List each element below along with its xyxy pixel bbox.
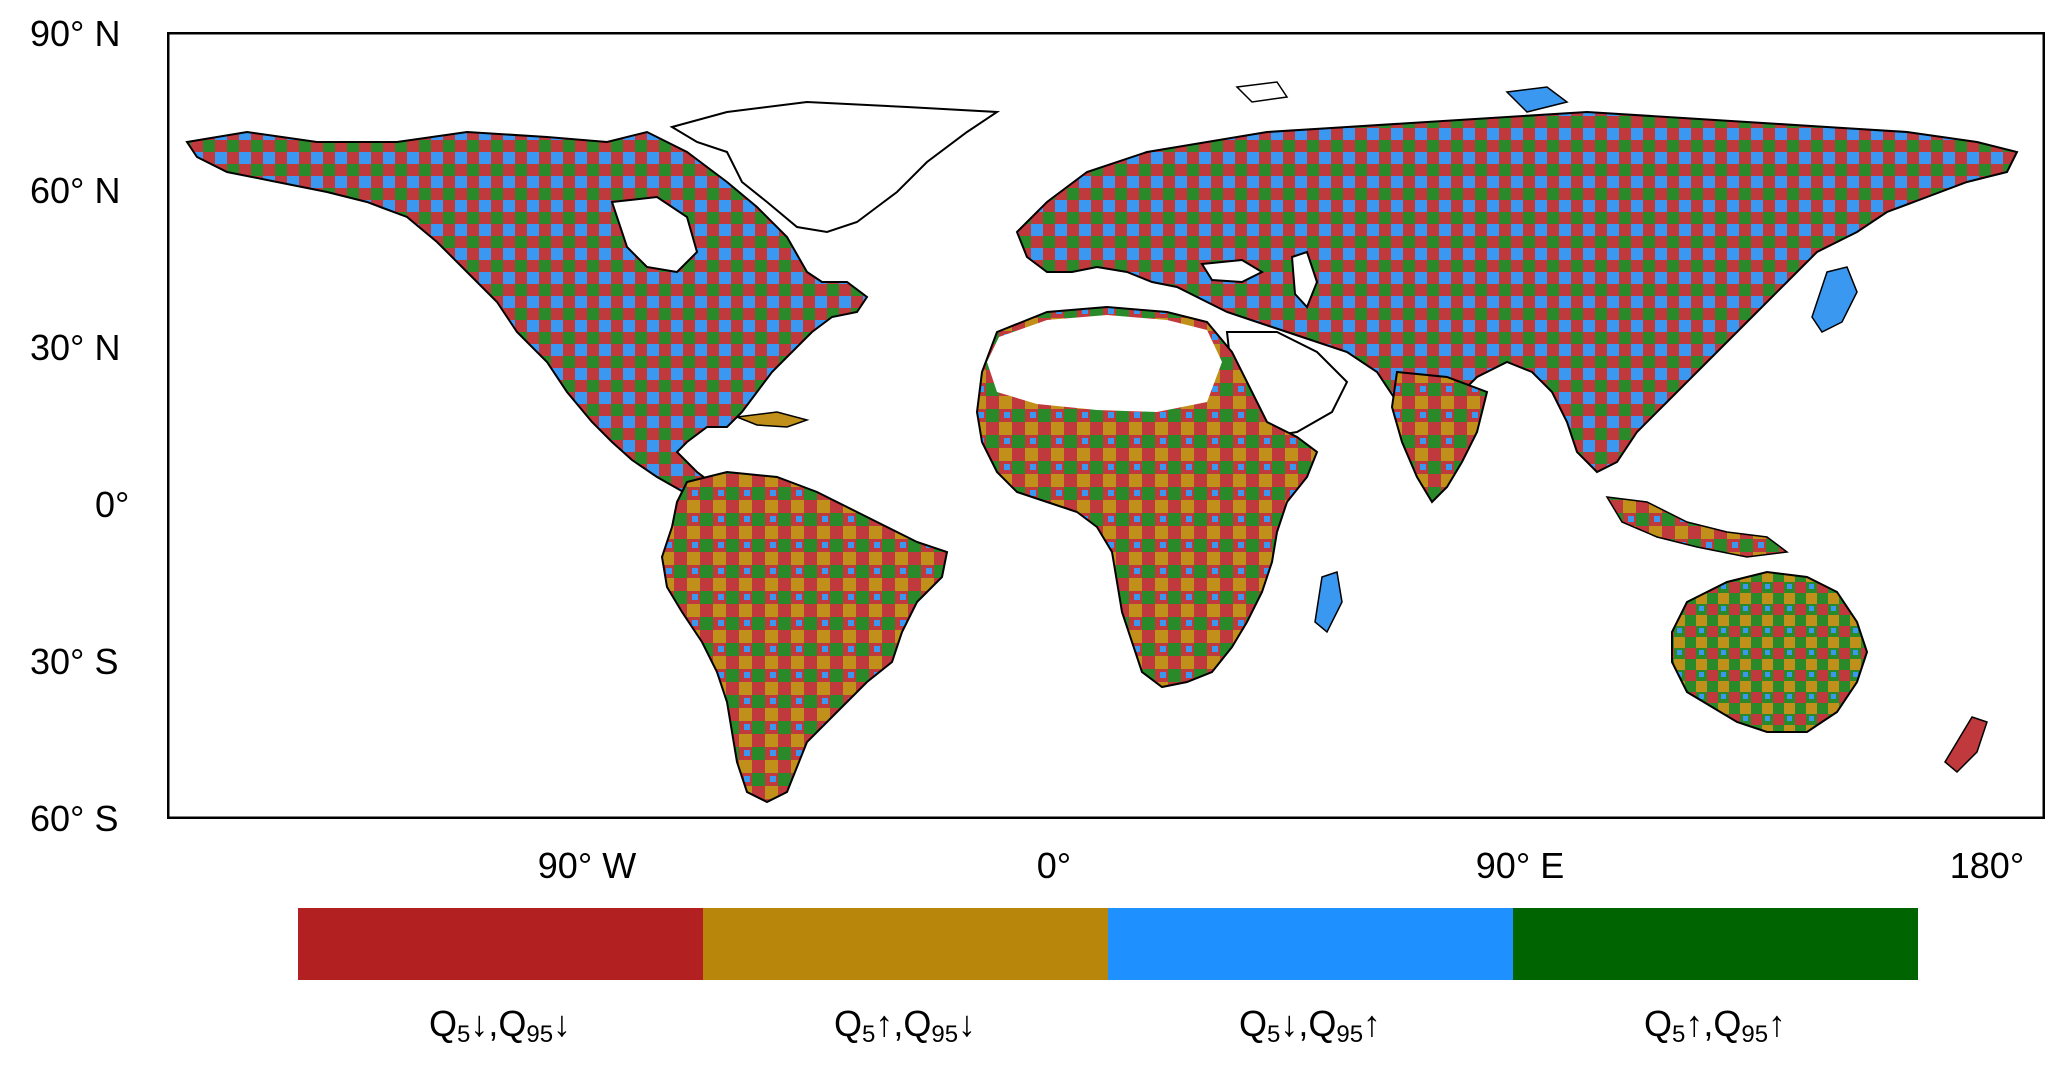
lat-label-30n: 30° N	[30, 327, 121, 368]
lon-label-90e: 90° E	[1475, 845, 1565, 886]
legend-swatch-q5-up-q95-up	[1513, 908, 1918, 980]
world-map	[167, 32, 2045, 819]
japan-islands	[1811, 266, 1858, 333]
indonesia-islands	[1605, 496, 1789, 558]
sahara-desert	[987, 315, 1222, 412]
legend-label-q5-down-q95-down: Q5↓,Q95↓	[428, 1003, 572, 1048]
lat-label-60s: 60° S	[30, 798, 119, 839]
australia-landmass	[1671, 570, 1869, 733]
madagascar	[1314, 571, 1343, 634]
lon-label-180: 180°	[1949, 845, 2025, 886]
black-sea	[1200, 258, 1265, 284]
lat-label-90n: 90° N	[30, 13, 121, 54]
north-america-landmass	[185, 130, 869, 512]
lon-label-0: 0°	[1036, 845, 1072, 886]
legend-label-q5-up-q95-down: Q5↑,Q95↓	[833, 1003, 977, 1048]
hudson-bay	[610, 195, 699, 274]
caspian-sea	[1290, 250, 1319, 309]
lat-label-0: 0°	[95, 484, 130, 525]
eurasia-landmass	[1015, 110, 2019, 474]
new-zealand	[1944, 716, 1988, 774]
caribbean-islands	[736, 411, 810, 428]
legend-swatch-q5-up-q95-down	[703, 908, 1108, 980]
legend-label-q5-up-q95-up: Q5↑,Q95↑	[1643, 1003, 1787, 1048]
greenland-landmass	[669, 100, 1001, 234]
south-america-landmass	[660, 470, 949, 804]
lat-label-60n: 60° N	[30, 170, 121, 211]
lon-label-90w: 90° W	[537, 845, 637, 886]
legend-label-q5-down-q95-up: Q5↓,Q95↑	[1238, 1003, 1382, 1048]
legend-colorbar	[298, 908, 1918, 980]
india-landmass	[1390, 370, 1489, 504]
svalbard	[1235, 81, 1289, 103]
legend-swatch-q5-down-q95-down	[298, 908, 703, 980]
novaya-zemlya	[1505, 86, 1569, 113]
lat-label-30s: 30° S	[30, 641, 119, 682]
map-border	[167, 32, 2045, 819]
legend-swatch-q5-down-q95-up	[1108, 908, 1513, 980]
